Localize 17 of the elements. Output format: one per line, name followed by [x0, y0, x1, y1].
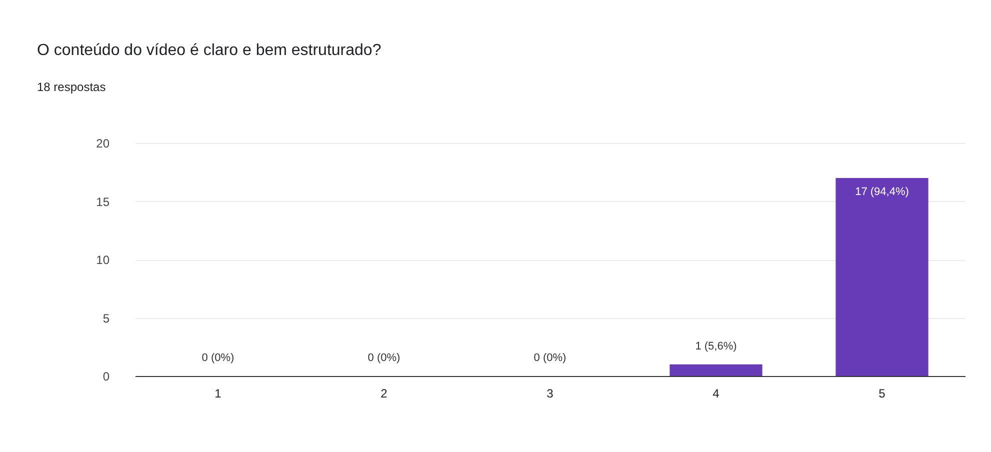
y-tick-label: 10	[96, 253, 110, 267]
y-tick-label: 0	[102, 370, 110, 384]
data-label: 0 (0%)	[202, 352, 234, 364]
x-tick-label: 5	[878, 386, 886, 400]
x-tick-label: 4	[712, 386, 720, 400]
y-tick-label: 15	[96, 194, 110, 209]
data-label: 0 (0%)	[368, 352, 400, 364]
data-label: 17 (94,4%)	[855, 186, 909, 198]
x-tick-label: 1	[214, 386, 222, 400]
x-tick-label: 3	[546, 386, 554, 400]
data-label: 1 (5,6%)	[695, 340, 737, 352]
chart-subtitle: 18 respostas	[37, 80, 106, 94]
y-tick-label: 5	[102, 311, 110, 326]
chart-title: O conteúdo do vídeo é claro e bem estruturado?	[37, 42, 382, 59]
data-label: 0 (0%)	[534, 352, 566, 364]
y-tick-label: 20	[96, 136, 110, 150]
x-tick-label: 2	[380, 386, 388, 400]
